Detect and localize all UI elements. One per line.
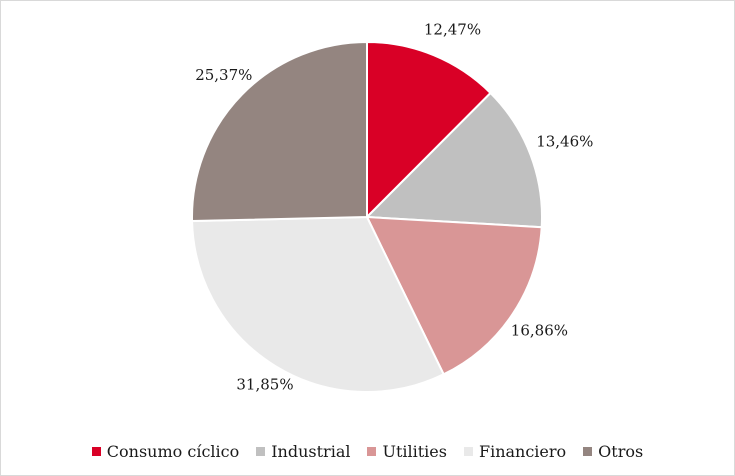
pie-slice-utilities xyxy=(365,215,543,376)
pie-labels: 12,47% 13,46% 16,86% 31,85% 25,37% xyxy=(195,20,593,393)
legend-item: Industrial xyxy=(256,442,350,461)
pie-slice-otros xyxy=(191,40,368,223)
data-label: 13,46% xyxy=(536,133,593,151)
pie-slice-financiero xyxy=(191,215,445,393)
data-label: 12,47% xyxy=(424,20,481,38)
legend-item: Financiero xyxy=(463,441,567,461)
legend-swatch xyxy=(367,446,377,456)
data-label: 16,86% xyxy=(511,322,568,340)
legend-label: Industrial xyxy=(271,441,351,461)
legend-label: Otros xyxy=(598,441,644,461)
legend-swatch xyxy=(583,446,593,456)
pie-slice-industrial xyxy=(364,91,543,229)
data-label: 25,37% xyxy=(195,66,252,84)
legend-label: Financiero xyxy=(478,441,567,461)
pie-slices xyxy=(191,40,543,393)
legend: Consumo cíclico Industrial Utilities Financ… xyxy=(0,438,735,464)
legend-item: Utilities xyxy=(367,442,447,461)
legend-swatch xyxy=(91,446,101,456)
legend-swatch xyxy=(256,446,266,456)
legend-label: Utilities xyxy=(382,441,447,461)
legend-item: Otros xyxy=(583,442,643,461)
data-label: 31,85% xyxy=(236,375,293,393)
pie-slice-consumo-cíclico xyxy=(366,40,492,220)
legend-item: Consumo cíclico xyxy=(91,441,240,461)
legend-label: Consumo cíclico xyxy=(106,441,240,461)
legend-swatch xyxy=(463,446,473,456)
